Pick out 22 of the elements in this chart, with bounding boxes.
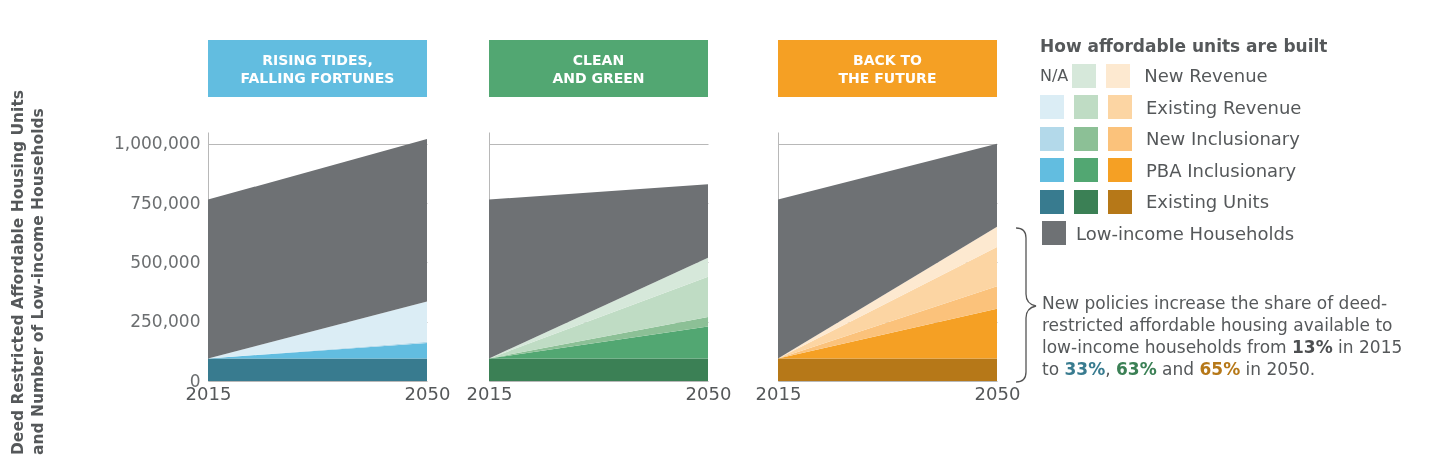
x-tick-label: 2015 <box>755 382 802 404</box>
legend-label: New Revenue <box>1144 65 1268 87</box>
y-tick-label: 250,000 <box>130 311 201 332</box>
chart-title: CLEAN AND GREEN <box>552 50 645 87</box>
x-tick-label: 2050 <box>404 382 451 404</box>
legend-title: How affordable units are built <box>1040 36 1328 56</box>
x-tick-label: 2050 <box>974 382 1021 404</box>
y-tick-label: 500,000 <box>130 251 201 272</box>
y-tick-label: 1,000,000 <box>113 133 201 154</box>
text: New policies increase the share of deed-restricted affordable housing available to low-income households from 13% in 2015 to 33%, 63% and 65% in 2050. <box>1042 293 1403 379</box>
legend-label: PBA Inclusionary <box>1146 159 1297 181</box>
chart-title: BACK TO THE FUTURE <box>838 50 937 87</box>
text: N/A <box>1040 65 1069 88</box>
legend-label: Low-income Households <box>1076 222 1295 244</box>
y-axis-title: Deed Restricted Affordable Housing Units and Number of Low-income Households <box>8 88 48 455</box>
legend-label: New Inclusionary <box>1146 128 1300 150</box>
y-tick-label: 750,000 <box>130 192 201 213</box>
chart-title: RISING TIDES, FALLING FORTUNES <box>240 50 395 87</box>
x-tick-label: 2015 <box>466 382 513 404</box>
legend-label: Existing Units <box>1146 191 1270 213</box>
x-tick-label: 2050 <box>685 382 732 404</box>
legend-label: Existing Revenue <box>1146 96 1302 118</box>
